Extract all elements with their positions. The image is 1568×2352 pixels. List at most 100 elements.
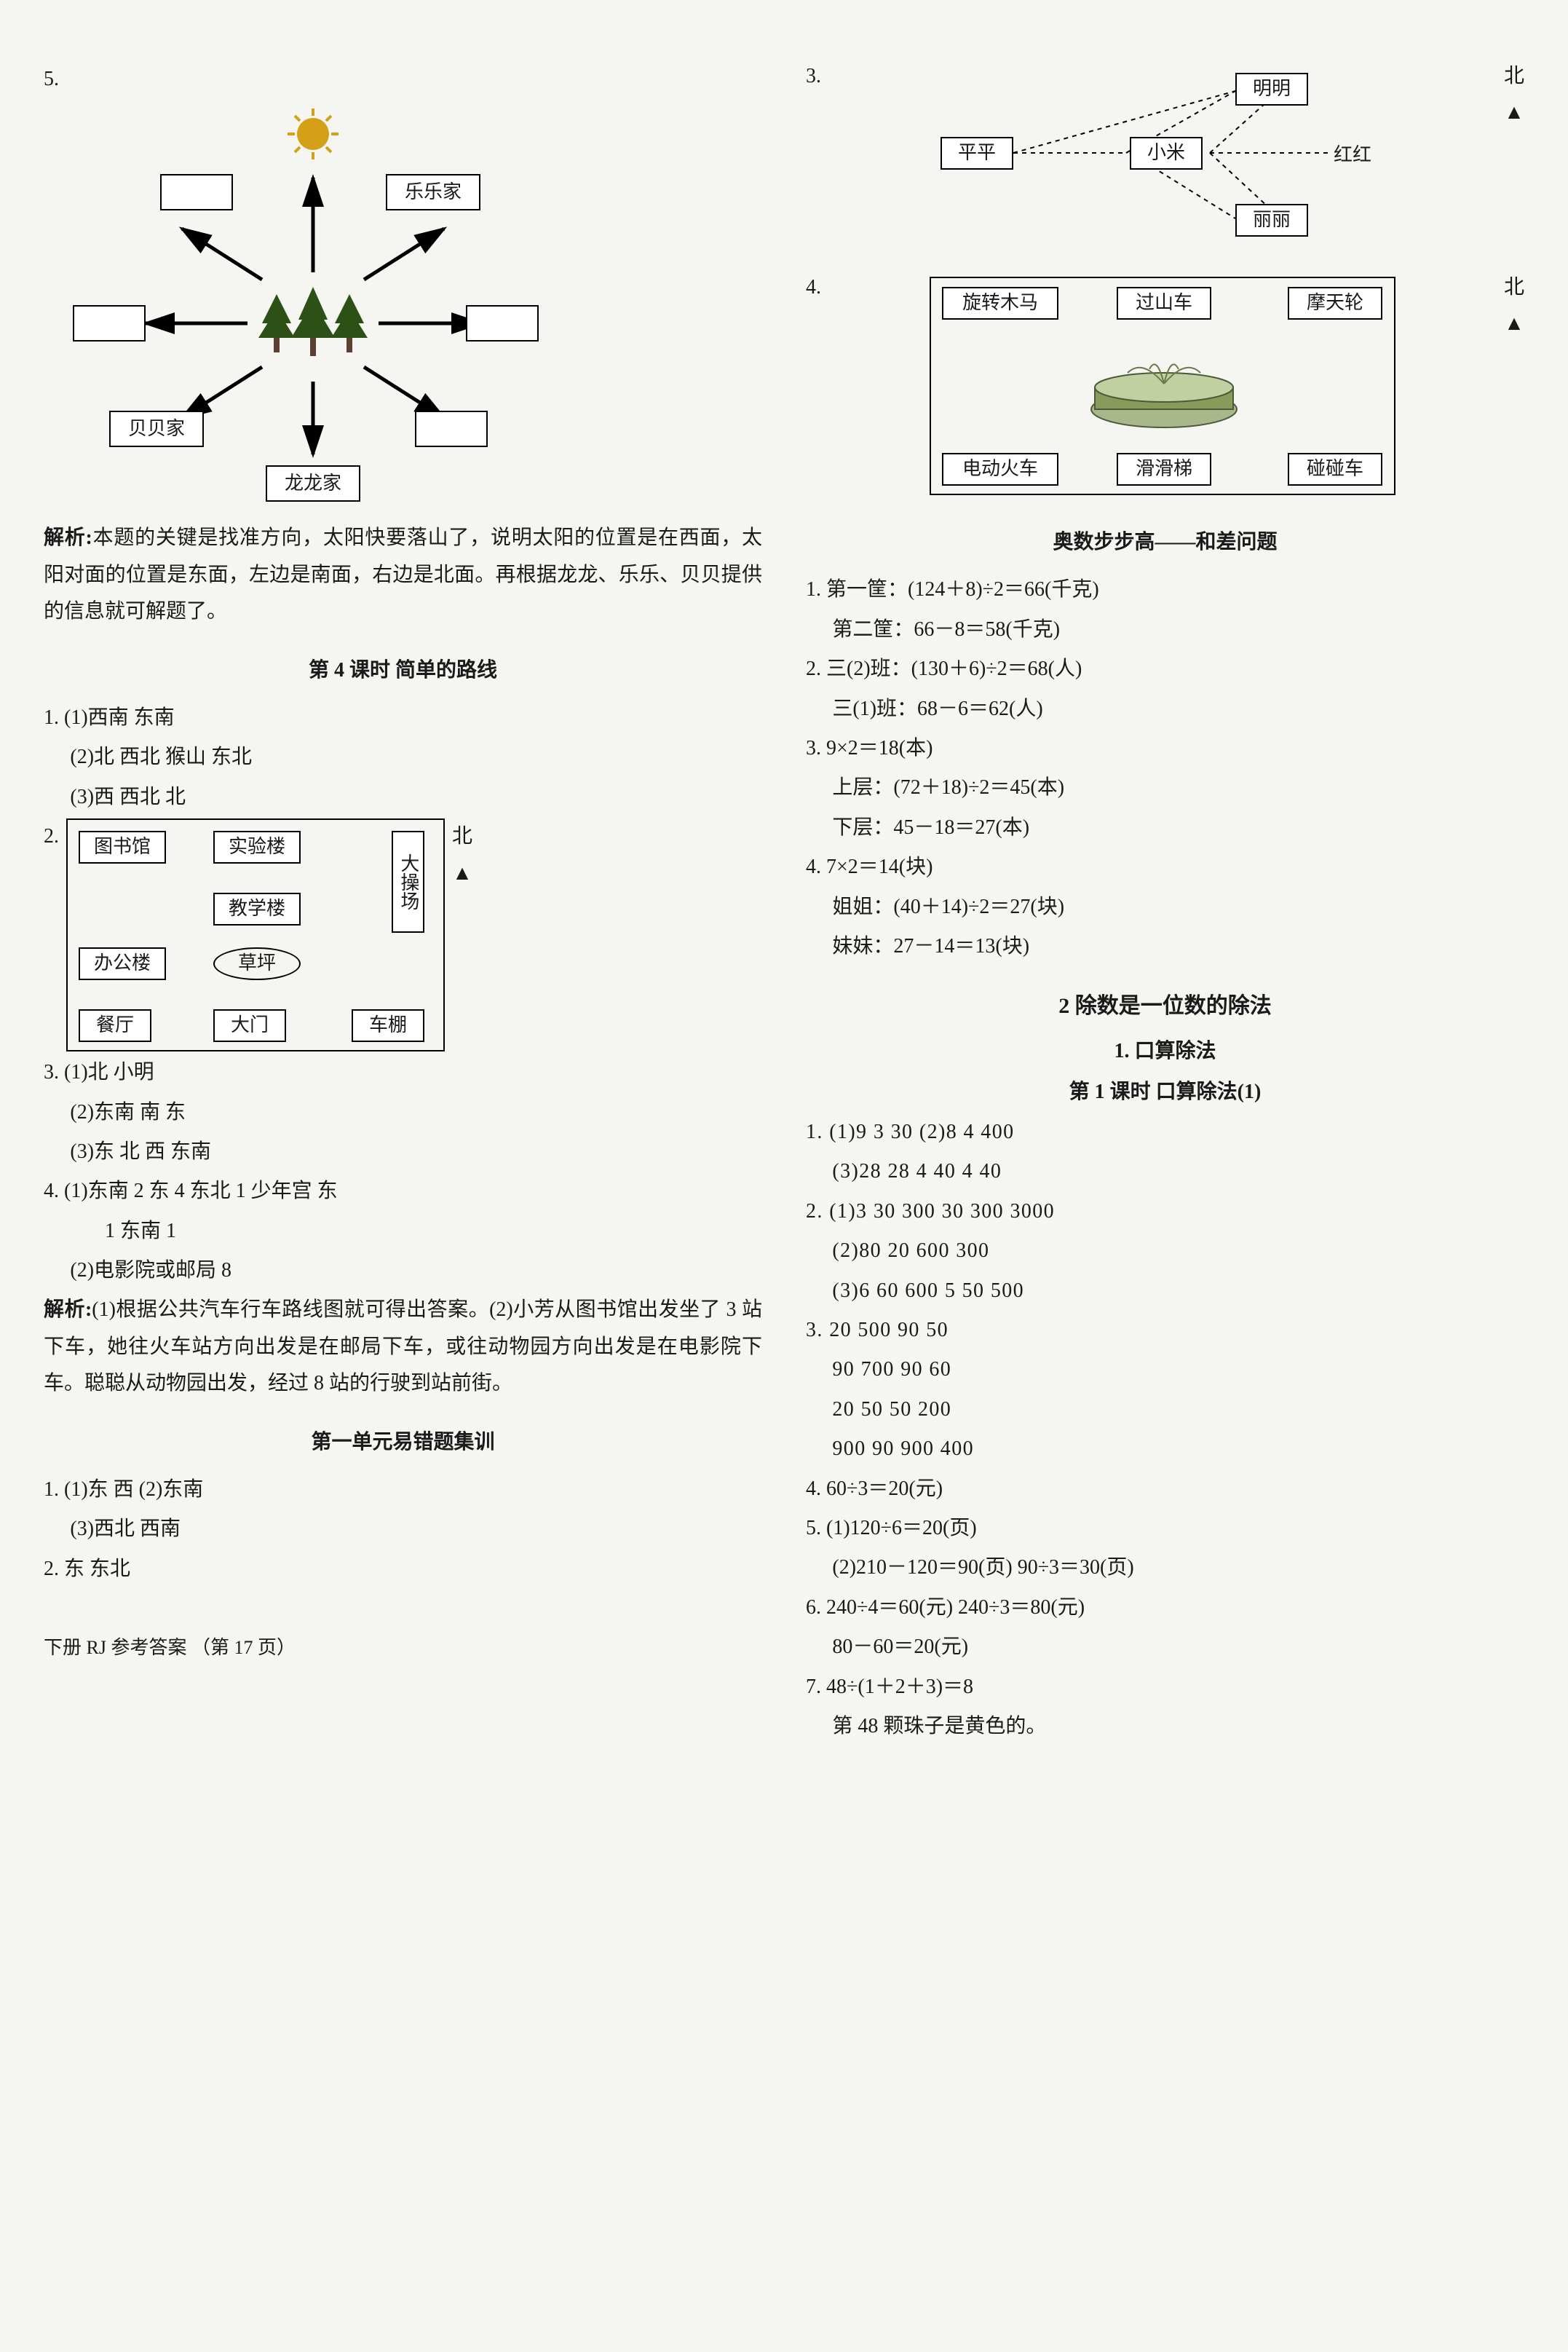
box-br xyxy=(415,411,488,447)
b-xz: 旋转木马 xyxy=(942,287,1058,320)
chap2-title: 2 除数是一位数的除法 xyxy=(806,987,1524,1026)
c2-q3-1: 3. 20 500 90 50 xyxy=(806,1312,1524,1349)
b-hh: 红红 xyxy=(1334,138,1371,173)
ao-q1-1: 1. 第一筐：(124＋8)÷2＝66(千克) xyxy=(806,572,1524,608)
b-bgl: 办公楼 xyxy=(79,947,166,980)
north-arrow-icon-4: ▲ xyxy=(1504,306,1524,342)
c2-q3-3: 20 50 50 200 xyxy=(806,1392,1524,1428)
ao-q4-3: 妹妹：27－14＝13(块) xyxy=(806,928,1524,965)
l4-a-text: (1)根据公共汽车行车路线图就可得出答案。(2)小芳从图书馆出发坐了 3 站下车… xyxy=(44,1298,762,1394)
c2-q2-3: (3)6 60 600 5 50 500 xyxy=(806,1273,1524,1309)
box-beibei: 贝贝家 xyxy=(109,411,204,447)
l4-q1-2: (2)北 西北 猴山 东北 xyxy=(44,739,762,776)
l4-q4-2: (2)电影院或邮局 8 xyxy=(44,1252,762,1289)
c2-q6-1: 6. 240÷4＝60(元) 240÷3＝80(元) xyxy=(806,1590,1524,1626)
b-dcc: 大操场 xyxy=(392,831,424,933)
analysis-text: 本题的关键是找准方向，太阳快要落山了，说明太阳的位置是在西面，太阳对面的位置是东… xyxy=(44,526,762,623)
ao-q1-2: 第二筐：66－8＝58(千克) xyxy=(806,612,1524,648)
l4-q3-1: 3. (1)北 小明 xyxy=(44,1054,762,1091)
q5-diagram: 乐乐家 贝贝家 龙龙家 xyxy=(73,105,539,513)
north-q4-label: 北 xyxy=(1504,269,1524,306)
b-cp: 草坪 xyxy=(213,947,301,980)
c2-q2-1: 2. (1)3 30 300 30 300 3000 xyxy=(806,1193,1524,1230)
chap2-sub2: 第 1 课时 口算除法(1) xyxy=(806,1074,1524,1110)
north-q2-label: 北 xyxy=(452,818,472,855)
page-container: 5. xyxy=(44,58,1524,1748)
u1-q1-1: 1. (1)东 西 (2)东南 xyxy=(44,1472,762,1508)
r-q4-row: 4. 旋转木马 过山车 摩天轮 电动火车 滑滑梯 碰碰车 xyxy=(806,269,1524,502)
b-cpg: 车棚 xyxy=(352,1009,424,1042)
b-mt: 摩天轮 xyxy=(1288,287,1382,320)
north-q3: 北 ▲ xyxy=(1504,58,1524,132)
r-q4-label: 4. xyxy=(806,269,821,306)
r-q3-row: 3. 明明 平平 小米 红红 丽丽 xyxy=(806,58,1524,262)
c2-q7-2: 第 48 颗珠子是黄色的。 xyxy=(806,1708,1524,1745)
b-dd: 电动火车 xyxy=(942,453,1058,486)
ao-q3-1: 3. 9×2＝18(本) xyxy=(806,730,1524,767)
q5-analysis: 解析:本题的关键是找准方向，太阳快要落山了，说明太阳的位置是在西面，太阳对面的位… xyxy=(44,520,762,630)
l4-q4-1b: 1 东南 1 xyxy=(44,1213,762,1250)
c2-q7-1: 7. 48÷(1＋2＋3)＝8 xyxy=(806,1669,1524,1705)
c2-q4: 4. 60÷3＝20(元) xyxy=(806,1471,1524,1507)
c2-q3-2: 90 700 90 60 xyxy=(806,1351,1524,1388)
r-q3-diagram: 明明 平平 小米 红红 丽丽 xyxy=(930,66,1395,255)
l4-q3-3: (3)东 北 西 东南 xyxy=(44,1134,762,1170)
ao-q4-2: 姐姐：(40＋14)÷2＝27(块) xyxy=(806,889,1524,926)
north-q2: 北 ▲ xyxy=(452,818,472,892)
ao-q2-2: 三(1)班：68－6＝62(人) xyxy=(806,691,1524,727)
north-arrow-icon: ▲ xyxy=(452,856,472,892)
box-right xyxy=(466,305,539,342)
box-longlong: 龙龙家 xyxy=(266,465,360,502)
l4-q3-2: (2)东南 南 东 xyxy=(44,1094,762,1131)
page-footer: 下册 RJ 参考答案 （第 17 页） xyxy=(44,1631,762,1665)
north-q4: 北 ▲ xyxy=(1504,269,1524,343)
analysis-label: 解析: xyxy=(44,526,92,549)
ao-q4-1: 4. 7×2＝14(块) xyxy=(806,849,1524,885)
b-syl: 实验楼 xyxy=(213,831,301,864)
q5-label: 5. xyxy=(44,61,762,98)
b-pp: 平平 xyxy=(941,137,1013,170)
b-ct: 餐厅 xyxy=(79,1009,151,1042)
l4-q4-analysis: 解析:(1)根据公共汽车行车路线图就可得出答案。(2)小芳从图书馆出发坐了 3 … xyxy=(44,1292,762,1402)
ao-q3-3: 下层：45－18＝27(本) xyxy=(806,810,1524,846)
b-ll: 丽丽 xyxy=(1235,204,1308,237)
r-q4-diagram: 旋转木马 过山车 摩天轮 电动火车 滑滑梯 碰碰车 xyxy=(930,277,1395,495)
b-pp: 碰碰车 xyxy=(1288,453,1382,486)
c2-q5-1: 5. (1)120÷6＝20(页) xyxy=(806,1510,1524,1547)
c2-q5-2: (2)210－120＝90(页) 90÷3＝30(页) xyxy=(806,1550,1524,1586)
u1-q2: 2. 东 东北 xyxy=(44,1551,762,1587)
north-arrow-icon-3: ▲ xyxy=(1504,95,1524,131)
b-mm: 明明 xyxy=(1235,73,1308,106)
b-jxl: 教学楼 xyxy=(213,893,301,926)
l4-q1-3: (3)西 西北 北 xyxy=(44,779,762,816)
c2-q1-1: 1. (1)9 3 30 (2)8 4 400 xyxy=(806,1114,1524,1151)
ao-q2-1: 2. 三(2)班：(130＋6)÷2＝68(人) xyxy=(806,651,1524,687)
ao-q3-2: 上层：(72＋18)÷2＝45(本) xyxy=(806,770,1524,806)
c2-q2-2: (2)80 20 600 300 xyxy=(806,1233,1524,1269)
left-column: 5. xyxy=(44,58,762,1748)
b-gs: 过山车 xyxy=(1117,287,1211,320)
chap2-sub1: 1. 口算除法 xyxy=(806,1033,1524,1070)
c2-q6-2: 80－60＝20(元) xyxy=(806,1629,1524,1665)
b-hh: 滑滑梯 xyxy=(1117,453,1211,486)
r-q3-label: 3. xyxy=(806,58,821,95)
north-q3-label: 北 xyxy=(1504,58,1524,95)
aoshu-title: 奥数步步高——和差问题 xyxy=(806,524,1524,561)
b-dm: 大门 xyxy=(213,1009,286,1042)
b-xm: 小米 xyxy=(1130,137,1203,170)
right-column: 3. 明明 平平 小米 红红 丽丽 xyxy=(806,58,1524,1748)
l4-q2-row: 2. 图书馆 实验楼 大操场 教学楼 办公楼 草坪 餐厅 大门 车棚 北 ▲ xyxy=(44,818,762,1051)
box-top xyxy=(160,174,233,210)
fountain-icon xyxy=(1084,344,1244,431)
b-tsg: 图书馆 xyxy=(79,831,166,864)
l4-a-label: 解析: xyxy=(44,1298,92,1321)
u1-q1-3: (3)西北 西南 xyxy=(44,1511,762,1547)
box-lele: 乐乐家 xyxy=(386,174,480,210)
l4-q2-label: 2. xyxy=(44,818,59,855)
unit1-title: 第一单元易错题集训 xyxy=(44,1424,762,1461)
box-left xyxy=(73,305,146,342)
l4-q1-1: 1. (1)西南 东南 xyxy=(44,700,762,736)
c2-q3-4: 900 90 900 400 xyxy=(806,1431,1524,1467)
q2-diagram: 图书馆 实验楼 大操场 教学楼 办公楼 草坪 餐厅 大门 车棚 xyxy=(66,818,445,1051)
lesson4-title: 第 4 课时 简单的路线 xyxy=(44,652,762,689)
